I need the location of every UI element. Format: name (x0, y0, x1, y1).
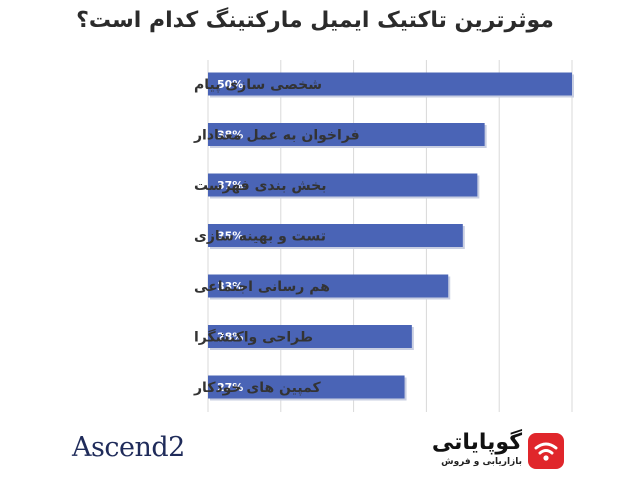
category-label: طراحی واکنشگرا (194, 329, 313, 346)
bar-value-label: 37% (217, 179, 243, 192)
bar-value-label: 33% (217, 280, 243, 293)
bar (208, 375, 405, 399)
bar-value-label: 50% (217, 78, 243, 91)
bar (208, 72, 572, 96)
category-label: هم رسانی اجتماعی (194, 279, 330, 295)
bars: 50% 38% 37% 35% 33% 28% 27% (208, 72, 574, 401)
bar (208, 224, 463, 247)
bar (208, 123, 485, 146)
category-label: فراخوان به عمل معنادار (193, 128, 360, 144)
chart-title: موثرترین تاکتیک ایمیل مارکتینگ کدام است؟ (76, 8, 554, 33)
category-labels: شخصی سازی پیام فراخوان به عمل معنادار بخش … (193, 77, 360, 396)
category-label: بخش بندی فهرست (194, 178, 326, 194)
category-label: تست و بهینه سازی (194, 229, 326, 245)
bar (208, 274, 449, 298)
publisher-logo: گوپایاتی بازاریابی و فروش (424, 430, 564, 472)
bar (208, 325, 412, 348)
ascend2-logo: Ascend2 (72, 432, 185, 463)
bar-value-label: 27% (217, 381, 243, 394)
wifi-signal-icon (528, 433, 564, 469)
bar (208, 173, 478, 197)
publisher-name: گوپایاتی (431, 430, 522, 455)
publisher-tagline: بازاریابی و فروش (441, 457, 522, 467)
bar-value-label: 38% (217, 129, 243, 142)
bar-value-label: 28% (217, 331, 243, 344)
category-label: کمپین های خودکار (193, 380, 321, 396)
category-label: شخصی سازی پیام (194, 77, 322, 93)
bar-value-label: 35% (217, 230, 243, 243)
